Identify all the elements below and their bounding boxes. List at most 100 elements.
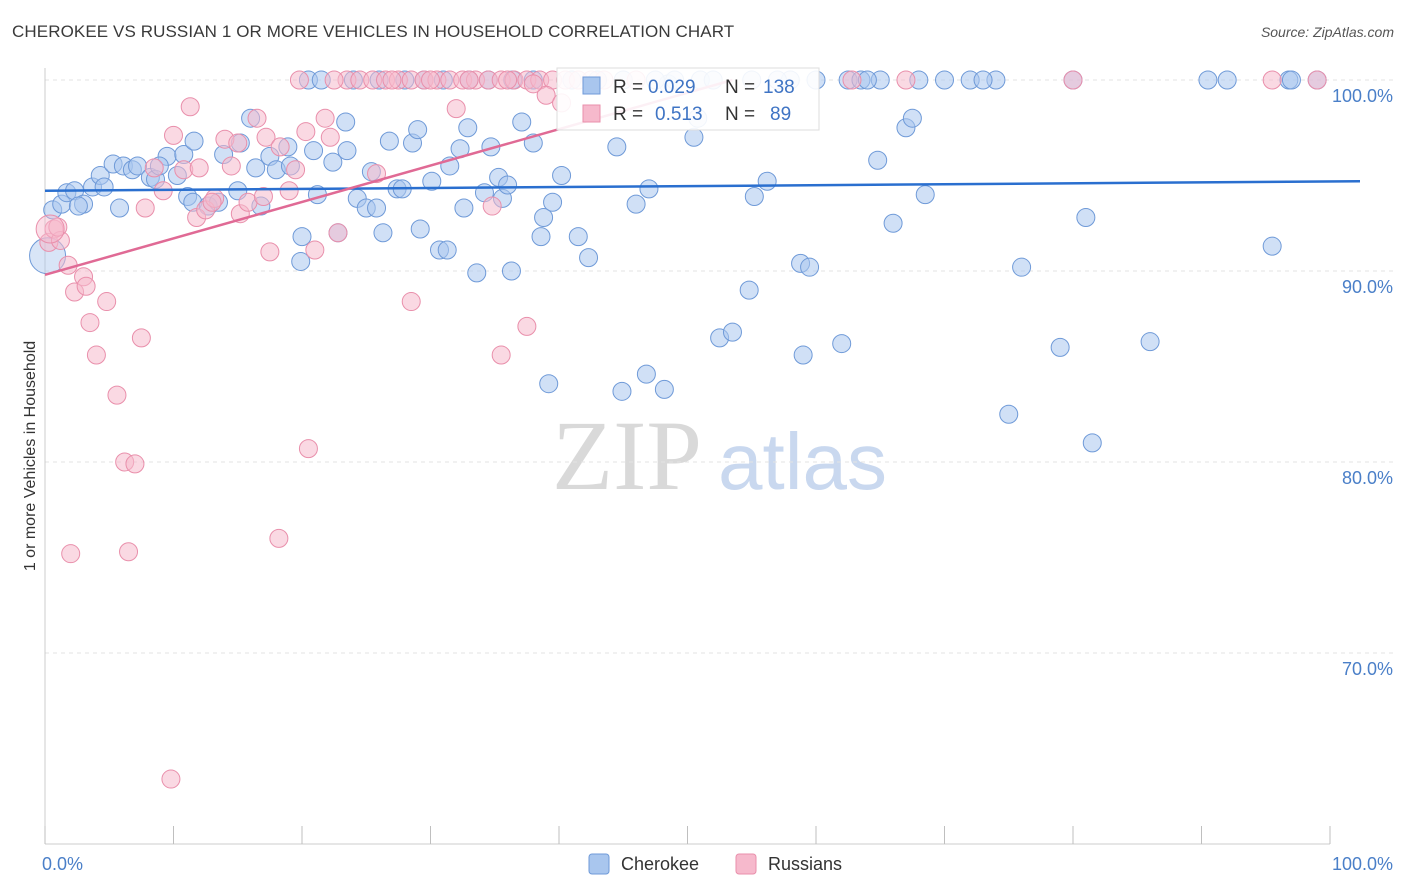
- cherokee-point: [454, 198, 474, 218]
- russians-point: [164, 125, 183, 145]
- cherokee-point: [915, 185, 935, 205]
- russians-point: [523, 74, 543, 94]
- cherokee-point: [626, 194, 646, 214]
- y-tick-label: 100.0%: [1332, 86, 1393, 106]
- russians-point: [131, 328, 151, 348]
- cherokee-point: [539, 374, 559, 394]
- chart-source: Source: ZipAtlas.com: [1260, 24, 1394, 40]
- russians-point: [446, 99, 466, 119]
- cherokee-point: [323, 152, 343, 172]
- cherokee-point: [684, 127, 704, 147]
- cherokee-point: [832, 334, 852, 354]
- x-tick-label: 100.0%: [1332, 854, 1393, 874]
- cherokee-point: [722, 322, 742, 342]
- legend-r-label-2: R =: [613, 104, 643, 125]
- cherokee-point: [467, 263, 487, 283]
- russians-point: [896, 70, 916, 90]
- cherokee-point: [757, 171, 777, 191]
- cherokee-point: [612, 381, 632, 401]
- russians-point: [107, 385, 127, 405]
- russians-point: [1307, 70, 1327, 90]
- bottom-legend-russians: Russians: [768, 854, 842, 874]
- cherokee-point: [1198, 70, 1218, 90]
- cherokee-point: [1012, 257, 1032, 277]
- russians-point: [536, 85, 556, 105]
- russians-point: [328, 223, 348, 243]
- russians-point: [324, 70, 344, 90]
- russians-point: [286, 160, 306, 180]
- legend-r-value-2: 0.513: [655, 104, 703, 125]
- cherokee-point: [512, 112, 532, 132]
- legend-n-value-2: 89: [770, 104, 791, 125]
- cherokee-point: [639, 179, 659, 199]
- russians-point: [144, 158, 164, 178]
- russians-point: [86, 345, 106, 365]
- russians-point: [256, 127, 276, 147]
- correlation-legend: R = 0.029 N = 138 R = 0.513 N = 89: [556, 67, 820, 131]
- russians-point: [119, 542, 139, 562]
- cherokee-point: [498, 175, 518, 195]
- cherokee-point: [184, 131, 204, 151]
- russians-point: [269, 528, 289, 548]
- russians-point: [401, 292, 421, 312]
- russians-point: [315, 108, 335, 128]
- x-tick-label: 0.0%: [42, 854, 83, 874]
- cherokee-point: [291, 251, 311, 271]
- russians-point: [482, 196, 502, 216]
- cherokee-point: [793, 345, 813, 365]
- russians-point: [382, 70, 402, 90]
- russians-point: [289, 70, 309, 90]
- watermark-zip: ZIP: [552, 400, 702, 511]
- cherokee-point: [304, 141, 324, 161]
- cherokee-point: [1082, 433, 1102, 453]
- cherokee-point: [1050, 337, 1070, 357]
- cherokee-point: [935, 70, 954, 90]
- russians-point: [1262, 70, 1282, 90]
- cherokee-point: [973, 70, 993, 90]
- cherokee-point: [636, 364, 656, 384]
- bottom-legend-cherokee: Cherokee: [621, 854, 699, 874]
- series-legend: Cherokee Russians: [588, 853, 842, 875]
- cherokee-trend-line: [44, 179, 1361, 193]
- cherokee-point: [437, 240, 457, 260]
- russians-point-large: [35, 214, 65, 244]
- bottom-legend-swatch-russians: [735, 853, 757, 875]
- russians-point: [61, 544, 81, 564]
- cherokee-point: [531, 227, 551, 247]
- legend-n-value-1: 138: [763, 77, 795, 98]
- cherokee-point: [94, 177, 114, 197]
- cherokee-point: [999, 404, 1019, 424]
- cherokee-point: [367, 198, 387, 218]
- russians-point: [270, 137, 290, 157]
- cherokee-point: [654, 379, 674, 399]
- russians-point: [298, 439, 318, 459]
- russians-point: [459, 70, 479, 90]
- cherokee-point: [1140, 332, 1160, 352]
- cherokee-point: [800, 257, 820, 277]
- russians-point: [491, 345, 511, 365]
- y-tick-label: 80.0%: [1342, 468, 1393, 488]
- russians-point: [189, 158, 209, 178]
- cherokee-point: [552, 166, 572, 185]
- bottom-legend-swatch-cherokee: [588, 853, 610, 875]
- russians-points: [35, 70, 1327, 789]
- legend-swatch-russians: [582, 104, 601, 123]
- russians-point: [221, 156, 241, 176]
- cherokee-point: [739, 280, 759, 300]
- cherokee-point: [337, 141, 357, 161]
- cherokee-point: [534, 208, 554, 228]
- y-tick-label: 70.0%: [1342, 659, 1393, 679]
- cherokee-point: [501, 261, 521, 281]
- axes: [44, 68, 1331, 845]
- cherokee-point: [458, 118, 478, 138]
- russians-point: [253, 187, 273, 207]
- cherokee-point: [1217, 70, 1237, 90]
- cherokee-point: [408, 120, 428, 140]
- cherokee-point: [292, 227, 312, 247]
- cherokee-point: [422, 171, 442, 191]
- russians-point: [367, 164, 387, 184]
- legend-r-label-1: R =: [613, 77, 643, 98]
- russians-point: [228, 133, 248, 153]
- cherokee-point: [744, 187, 764, 207]
